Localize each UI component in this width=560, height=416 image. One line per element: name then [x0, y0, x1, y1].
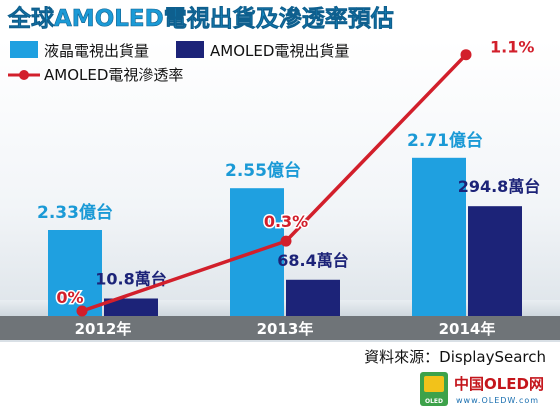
watermark-url: www.OLEDW.com: [456, 396, 539, 405]
legend-label-penetration: AMOLED電視滲透率: [44, 66, 183, 84]
penetration-point-1: [76, 305, 88, 317]
x-tick-1: 2012年: [75, 320, 132, 338]
legend-label-amoled: AMOLED電視出貨量: [210, 42, 349, 60]
label-lcd-2: 2.55億台: [225, 160, 301, 181]
source-note: 資料來源：DisplaySearch: [364, 348, 546, 366]
watermark-text: 中国OLED网: [454, 375, 544, 393]
chart-title: 全球AMOLED電視出貨及滲透率預估: [7, 5, 394, 32]
label-lcd-3: 2.71億台: [407, 130, 483, 151]
label-amoled-3: 294.8萬台: [458, 177, 541, 196]
bar-lcd-3: [412, 157, 466, 316]
legend: 液晶電視出貨量 AMOLED電視出貨量 AMOLED電視滲透率: [8, 41, 349, 84]
label-amoled-1: 10.8萬台: [95, 269, 166, 288]
bar-amoled-1: [104, 298, 158, 316]
x-tick-2: 2013年: [257, 320, 314, 338]
x-tick-3: 2014年: [439, 320, 496, 338]
legend-swatch-amoled: [176, 41, 204, 58]
watermark-logo: OLED 中国OLED网 www.OLEDW.com: [420, 372, 544, 406]
penetration-label-2: 0.3%: [264, 212, 308, 231]
label-lcd-1: 2.33億台: [37, 202, 113, 223]
penetration-point-3: [460, 49, 472, 61]
legend-label-lcd: 液晶電視出貨量: [44, 42, 149, 60]
watermark-badge-inner: [424, 376, 444, 392]
x-axis-ticks: 2012年 2013年 2014年: [75, 320, 496, 338]
legend-swatch-lcd: [10, 41, 38, 58]
watermark-badge-text: OLED: [425, 398, 443, 405]
label-amoled-2: 68.4萬台: [277, 251, 348, 270]
bar-labels: 2.33億台 10.8萬台 2.55億台 68.4萬台 2.71億台 294.8萬台: [37, 130, 540, 289]
bar-amoled-2: [286, 279, 340, 316]
penetration-point-2: [280, 235, 292, 247]
bar-lcd-1: [48, 230, 102, 316]
bars: [48, 157, 522, 316]
penetration-label-3: 1.1%: [490, 38, 534, 57]
legend-marker-penetration: [19, 70, 29, 80]
penetration-line-layer: 0% 0.3% 1.1%: [55, 36, 536, 317]
penetration-label-1: 0%: [56, 288, 83, 307]
bar-amoled-3: [468, 206, 522, 316]
x-axis-band: [0, 316, 560, 340]
